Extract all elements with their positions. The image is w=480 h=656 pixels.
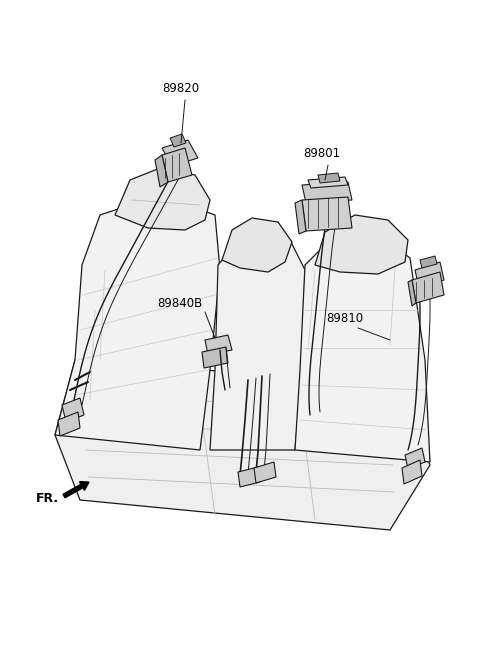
Polygon shape bbox=[402, 460, 422, 484]
Polygon shape bbox=[155, 155, 168, 187]
Polygon shape bbox=[170, 134, 186, 147]
Polygon shape bbox=[295, 200, 306, 234]
Polygon shape bbox=[55, 360, 430, 530]
Polygon shape bbox=[302, 182, 352, 203]
Polygon shape bbox=[254, 462, 276, 483]
Polygon shape bbox=[302, 197, 352, 231]
Polygon shape bbox=[412, 272, 444, 303]
Polygon shape bbox=[308, 177, 348, 188]
Polygon shape bbox=[408, 280, 416, 306]
Polygon shape bbox=[162, 140, 198, 166]
Polygon shape bbox=[222, 218, 292, 272]
Polygon shape bbox=[315, 215, 408, 274]
Polygon shape bbox=[295, 235, 430, 462]
Polygon shape bbox=[115, 168, 210, 230]
Polygon shape bbox=[420, 256, 437, 268]
Polygon shape bbox=[405, 448, 425, 469]
Polygon shape bbox=[415, 262, 444, 288]
Polygon shape bbox=[202, 347, 228, 368]
Polygon shape bbox=[58, 412, 80, 436]
Text: FR.: FR. bbox=[36, 492, 59, 505]
Polygon shape bbox=[210, 240, 305, 450]
FancyArrow shape bbox=[63, 482, 89, 498]
Polygon shape bbox=[55, 195, 220, 450]
Polygon shape bbox=[162, 148, 192, 182]
Text: 89840B: 89840B bbox=[157, 297, 202, 310]
Polygon shape bbox=[238, 467, 260, 487]
Polygon shape bbox=[318, 173, 340, 183]
Text: 89801: 89801 bbox=[303, 147, 340, 160]
Text: 89810: 89810 bbox=[326, 312, 363, 325]
Polygon shape bbox=[62, 398, 84, 422]
Polygon shape bbox=[205, 335, 232, 355]
Text: 89820: 89820 bbox=[162, 82, 199, 95]
